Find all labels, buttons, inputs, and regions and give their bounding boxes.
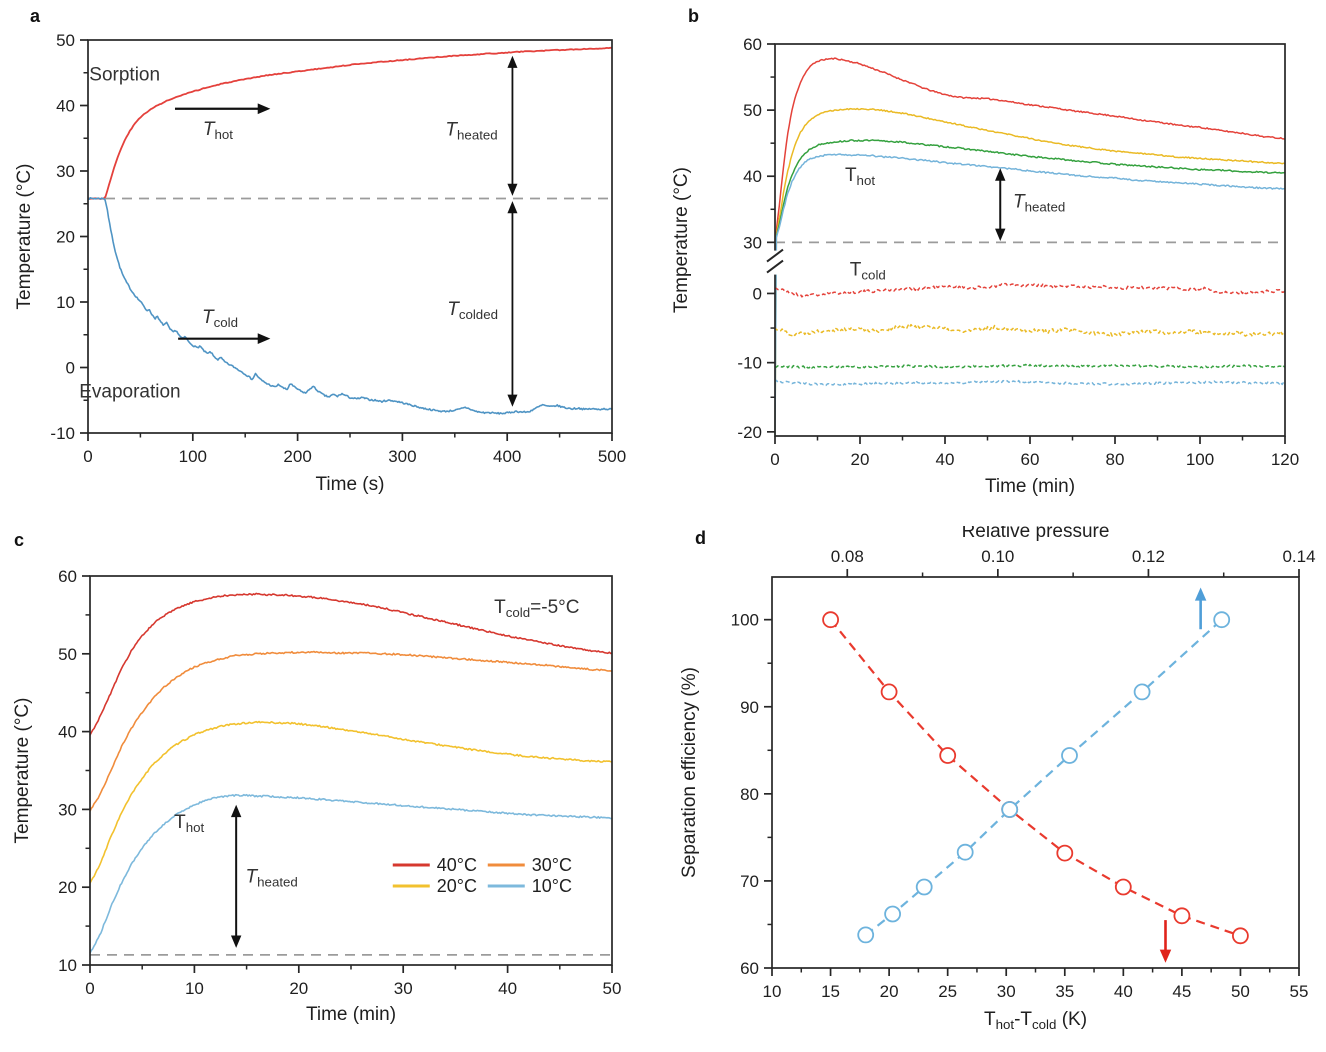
svg-text:55: 55 — [1290, 982, 1309, 1001]
svg-text:40: 40 — [936, 450, 955, 469]
svg-text:100: 100 — [179, 447, 207, 466]
svg-text:20°C: 20°C — [437, 876, 477, 896]
svg-text:20: 20 — [851, 450, 870, 469]
svg-text:10: 10 — [185, 979, 204, 998]
svg-text:25: 25 — [938, 982, 957, 1001]
svg-text:10: 10 — [763, 982, 782, 1001]
svg-text:Sorption: Sorption — [89, 65, 160, 86]
svg-text:50: 50 — [743, 101, 762, 120]
svg-text:-10: -10 — [737, 354, 762, 373]
svg-text:20: 20 — [289, 979, 308, 998]
svg-text:Thot-Tcold (K): Thot-Tcold (K) — [984, 1009, 1087, 1032]
svg-text:Tcolded: Tcolded — [447, 299, 498, 322]
svg-text:-20: -20 — [737, 423, 762, 442]
svg-text:35: 35 — [1055, 982, 1074, 1001]
svg-text:10: 10 — [56, 293, 75, 312]
svg-text:30: 30 — [997, 982, 1016, 1001]
svg-text:30: 30 — [394, 979, 413, 998]
chart-canvas-c: 0 10 20 30 40 50 Time (min) 10 20 30 40 50 60 Tempera… — [12, 567, 622, 1025]
svg-text:70: 70 — [740, 872, 759, 891]
svg-text:50: 50 — [1231, 982, 1250, 1001]
svg-text:0.12: 0.12 — [1132, 547, 1165, 566]
svg-text:Theated: Theated — [246, 866, 298, 889]
svg-text:Temperature (°C): Temperature (°C) — [671, 167, 692, 313]
svg-text:Time (min): Time (min) — [985, 476, 1075, 497]
svg-text:20: 20 — [880, 982, 899, 1001]
svg-text:0.10: 0.10 — [981, 547, 1014, 566]
svg-text:90: 90 — [740, 698, 759, 717]
svg-text:400: 400 — [493, 447, 521, 466]
svg-text:Thot: Thot — [203, 119, 233, 142]
svg-text:Thot: Thot — [174, 812, 204, 835]
svg-text:Tcold: Tcold — [850, 259, 886, 282]
svg-text:100: 100 — [1186, 450, 1214, 469]
svg-text:30: 30 — [743, 233, 762, 252]
svg-text:Relative pressure: Relative pressure — [962, 526, 1110, 542]
svg-text:40: 40 — [58, 723, 77, 742]
svg-text:60: 60 — [58, 567, 77, 586]
svg-text:45: 45 — [1172, 982, 1191, 1001]
svg-text:40: 40 — [498, 979, 517, 998]
svg-text:0: 0 — [753, 284, 762, 303]
svg-text:500: 500 — [598, 447, 626, 466]
svg-text:Theated: Theated — [1013, 191, 1065, 214]
svg-text:80: 80 — [740, 785, 759, 804]
svg-text:40: 40 — [56, 97, 75, 116]
panel-b: b 0 20 40 60 80 100 120 Time (min) 60 50 40 30 0 -10 -… — [663, 0, 1326, 526]
svg-text:0: 0 — [66, 359, 75, 378]
svg-text:40: 40 — [743, 167, 762, 186]
panel-label-d: d — [695, 528, 706, 548]
svg-text:10°C: 10°C — [532, 876, 572, 896]
svg-text:15: 15 — [821, 982, 840, 1001]
svg-text:200: 200 — [283, 447, 311, 466]
svg-text:0.14: 0.14 — [1282, 547, 1315, 566]
svg-text:50: 50 — [56, 31, 75, 50]
svg-text:Thot: Thot — [845, 165, 875, 188]
svg-text:100: 100 — [731, 611, 759, 630]
svg-text:Evaporation: Evaporation — [79, 382, 180, 403]
svg-text:Tcold: Tcold — [202, 307, 238, 330]
svg-text:0.08: 0.08 — [831, 547, 864, 566]
panel-label-c: c — [14, 530, 25, 550]
svg-text:Separation efficiency (%): Separation efficiency (%) — [679, 667, 700, 878]
svg-text:60: 60 — [743, 35, 762, 54]
svg-text:0: 0 — [83, 447, 92, 466]
svg-text:Theated: Theated — [445, 120, 497, 143]
svg-text:50: 50 — [58, 645, 77, 664]
panel-c: c 0 10 20 30 40 50 Time (min) 10 20 30 40 50 60 Tempe… — [0, 526, 663, 1052]
chart-canvas-d: 10 15 20 25 30 35 40 45 50 55 Thot-Tcold (K) 60 70 80… — [679, 526, 1316, 1032]
svg-text:0: 0 — [85, 979, 94, 998]
svg-text:20: 20 — [56, 228, 75, 247]
svg-text:Temperature (°C): Temperature (°C) — [14, 164, 35, 310]
panel-label-a: a — [30, 6, 41, 26]
svg-text:Time (min): Time (min) — [306, 1004, 396, 1025]
svg-text:60: 60 — [1021, 450, 1040, 469]
svg-text:20: 20 — [58, 878, 77, 897]
svg-text:300: 300 — [388, 447, 416, 466]
chart-canvas-b: 0 20 40 60 80 100 120 Time (min) 60 50 40 30 0 -10 -20… — [671, 35, 1299, 497]
panel-d: d 10 15 20 25 30 35 40 45 50 55 Thot-Tcold (K) 60 70… — [663, 526, 1326, 1052]
svg-text:40°C: 40°C — [437, 855, 477, 875]
chart-canvas-a: 0 100 200 300 400 500 Time (s) -10 0 10 20 30 40 50 Te… — [14, 31, 626, 495]
svg-text:Tcold=-5°C: Tcold=-5°C — [494, 597, 579, 620]
svg-text:10: 10 — [58, 956, 77, 975]
svg-text:80: 80 — [1106, 450, 1125, 469]
panel-label-b: b — [688, 6, 699, 26]
svg-text:30°C: 30°C — [532, 855, 572, 875]
svg-text:30: 30 — [58, 800, 77, 819]
svg-text:Time (s): Time (s) — [316, 474, 385, 495]
svg-text:30: 30 — [56, 162, 75, 181]
svg-text:60: 60 — [740, 959, 759, 978]
svg-text:50: 50 — [603, 979, 622, 998]
panel-a: a 0 100 200 300 400 500 Time (s) -10 0 10 20 30 40 50… — [0, 0, 663, 526]
svg-text:40: 40 — [1114, 982, 1133, 1001]
svg-text:-10: -10 — [50, 424, 75, 443]
svg-text:0: 0 — [770, 450, 779, 469]
svg-text:Temperature (°C): Temperature (°C) — [12, 698, 33, 844]
svg-text:120: 120 — [1271, 450, 1299, 469]
